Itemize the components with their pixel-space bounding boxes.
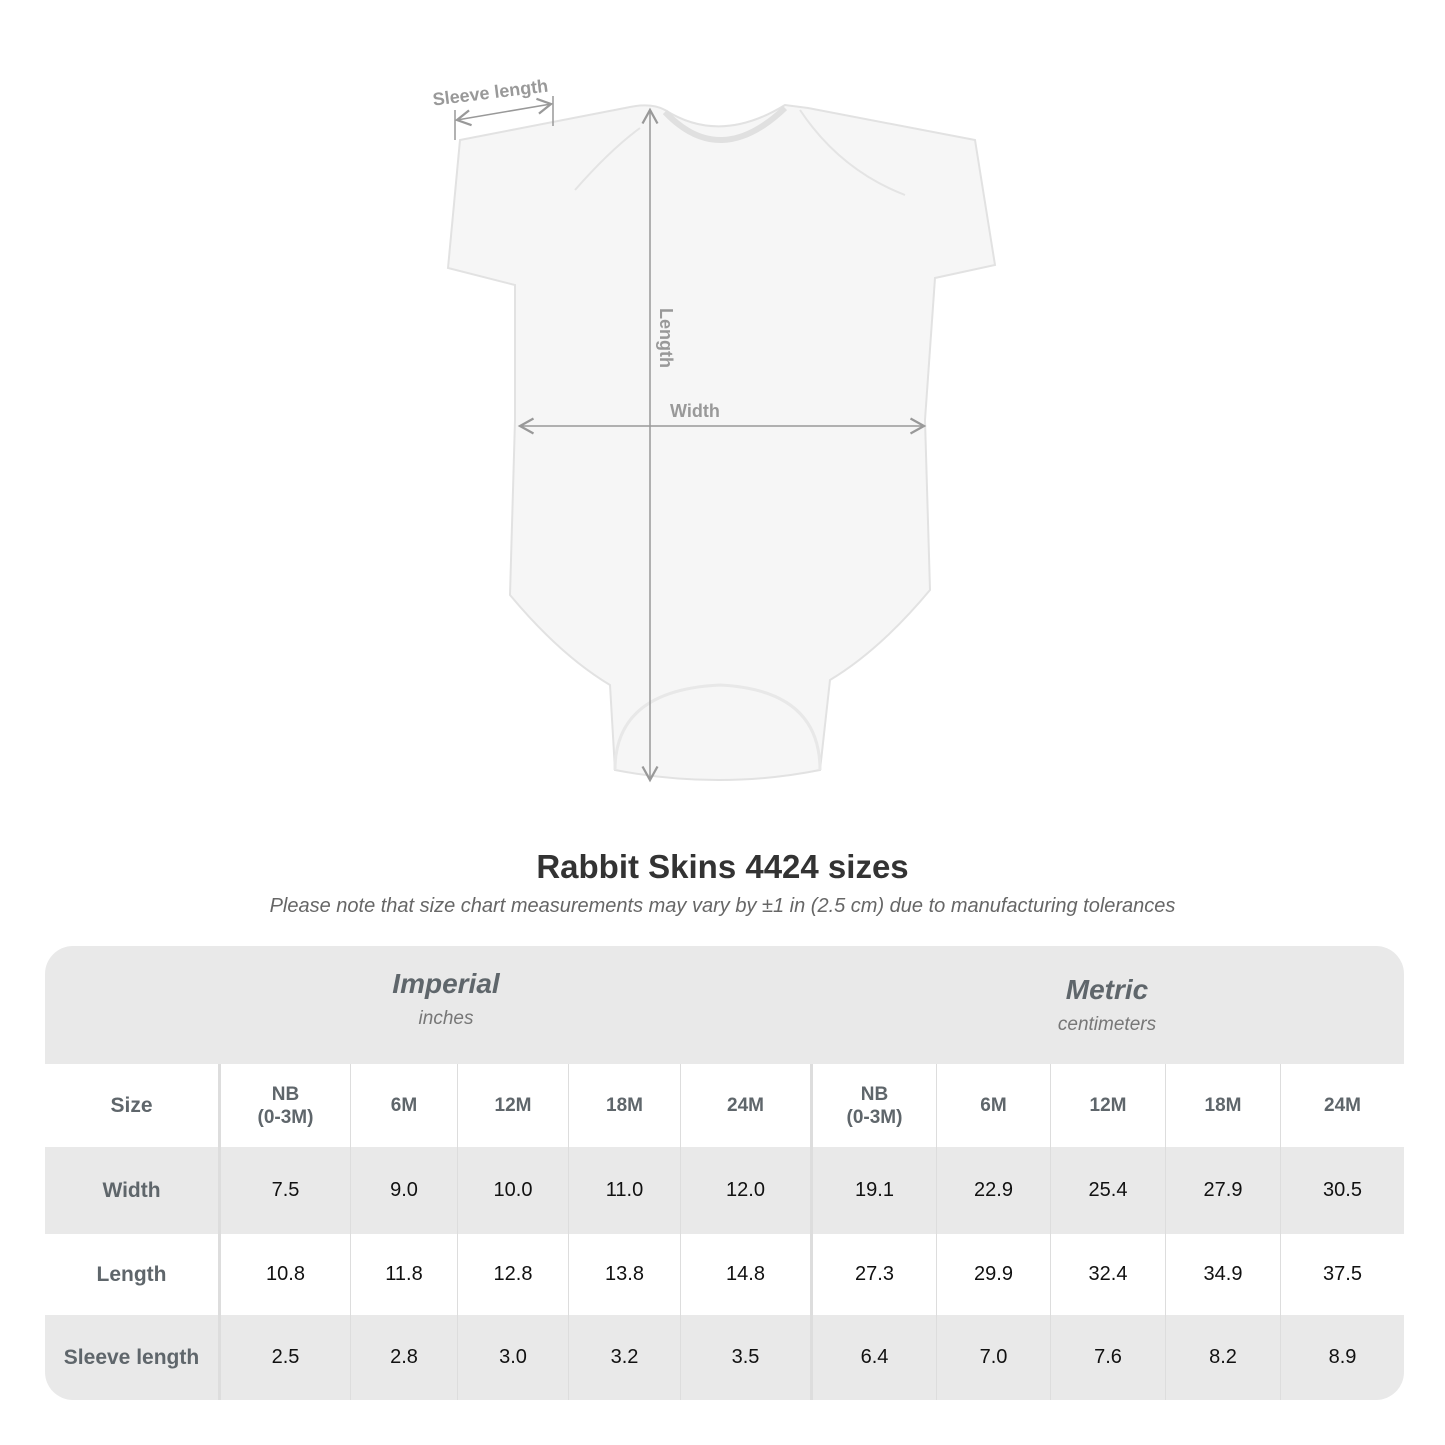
row-label: Sleeve length: [63, 1345, 200, 1369]
size-column-header: 12M: [1050, 1064, 1165, 1147]
table-cell: 8.9: [1280, 1315, 1404, 1400]
chart-title: Rabbit Skins 4424 sizes: [536, 848, 909, 885]
group-name: Imperial: [392, 968, 500, 999]
size-header-row: Size NB (0-3M) 6M 12M 18M 24M NB (0-3M) 6M 12M 18…: [45, 1064, 1404, 1147]
size-table: Imperial inches Metric centimeters Size N…: [45, 946, 1404, 1400]
table-cell: 3.2: [568, 1315, 680, 1400]
table-cell: 2.8: [350, 1315, 457, 1400]
row-label: Width: [102, 1178, 161, 1202]
table-cell: 22.9: [936, 1147, 1050, 1234]
size-column-header: 6M: [350, 1064, 457, 1147]
size-column-header: 12M: [457, 1064, 568, 1147]
tolerance-note: Please note that size chart measurements…: [269, 895, 1176, 917]
table-cell: 6.4: [810, 1315, 936, 1400]
table-cell: 10.0: [457, 1147, 568, 1234]
size-column-header: NB (0-3M): [218, 1064, 350, 1147]
table-cell: 27.3: [810, 1234, 936, 1315]
table-row: Width 7.5 9.0 10.0 11.0 12.0 19.1 22.9 25.4 27.9 3…: [45, 1147, 1404, 1234]
size-column-header: 24M: [680, 1064, 810, 1147]
size-column-header: 24M: [1280, 1064, 1404, 1147]
table-cell: 30.5: [1280, 1147, 1404, 1234]
group-metric: Metric centimeters: [810, 974, 1404, 1036]
table-cell: 10.8: [218, 1234, 350, 1315]
row-label: Size: [110, 1093, 153, 1117]
group-name: Metric: [1065, 974, 1149, 1005]
group-imperial: Imperial inches: [218, 968, 674, 1030]
length-label: Length: [656, 308, 676, 368]
table-cell: 2.5: [218, 1315, 350, 1400]
table-cell: 29.9: [936, 1234, 1050, 1315]
table-cell: 12.0: [680, 1147, 810, 1234]
table-cell: 11.0: [568, 1147, 680, 1234]
table-cell: 27.9: [1165, 1147, 1280, 1234]
size-column-header: 18M: [1165, 1064, 1280, 1147]
group-unit: centimeters: [1057, 1014, 1157, 1035]
table-cell: 8.2: [1165, 1315, 1280, 1400]
sleeve-arrow: [454, 97, 554, 127]
table-cell: 7.6: [1050, 1315, 1165, 1400]
table-cell: 25.4: [1050, 1147, 1165, 1234]
table-cell: 12.8: [457, 1234, 568, 1315]
width-label: Width: [670, 401, 720, 421]
table-row: Sleeve length 2.5 2.8 3.0 3.2 3.5 6.4 7.0 7.6 8.2…: [45, 1315, 1404, 1400]
table-cell: 13.8: [568, 1234, 680, 1315]
onesie-diagram: Sleeve length Length Width: [431, 76, 997, 783]
sleeve-length-label: Sleeve length: [431, 76, 549, 110]
table-cell: 7.5: [218, 1147, 350, 1234]
table-cell: 19.1: [810, 1147, 936, 1234]
group-unit: inches: [418, 1008, 474, 1029]
table-cell: 37.5: [1280, 1234, 1404, 1315]
table-row: Length 10.8 11.8 12.8 13.8 14.8 27.3 29.9 32.4 34…: [45, 1234, 1404, 1315]
table-cell: 3.0: [457, 1315, 568, 1400]
onesie-shape: [446, 103, 997, 781]
table-cell: 14.8: [680, 1234, 810, 1315]
size-column-header: NB (0-3M): [810, 1064, 936, 1147]
unit-group-header: Imperial inches Metric centimeters: [45, 946, 1404, 1064]
table-cell: 34.9: [1165, 1234, 1280, 1315]
table-cell: 9.0: [350, 1147, 457, 1234]
size-column-header: 18M: [568, 1064, 680, 1147]
table-cell: 7.0: [936, 1315, 1050, 1400]
row-label: Length: [96, 1262, 167, 1286]
table-cell: 32.4: [1050, 1234, 1165, 1315]
table-cell: 3.5: [680, 1315, 810, 1400]
size-column-header: 6M: [936, 1064, 1050, 1147]
table-cell: 11.8: [350, 1234, 457, 1315]
